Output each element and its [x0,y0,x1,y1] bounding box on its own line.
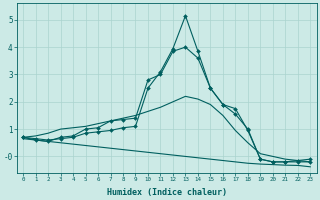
X-axis label: Humidex (Indice chaleur): Humidex (Indice chaleur) [107,188,227,197]
